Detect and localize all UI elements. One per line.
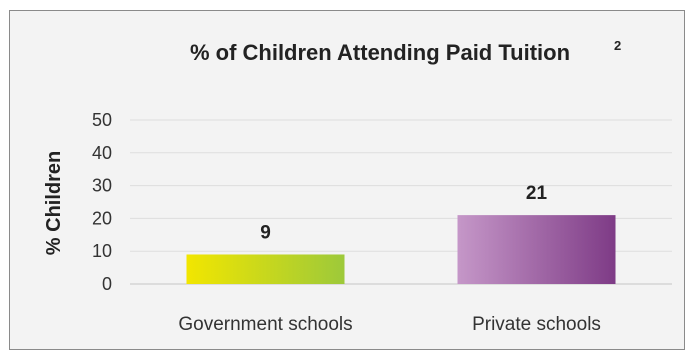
chart-title-superscript: 2 [614, 38, 621, 53]
bar-private-schools [457, 215, 616, 284]
y-axis-label: % Children [43, 151, 65, 255]
y-tick-label: 10 [92, 241, 112, 261]
data-label: 21 [526, 183, 548, 204]
chart-frame [9, 10, 685, 350]
y-tick-label: 50 [92, 110, 112, 130]
chart-title: % of Children Attending Paid Tuition [190, 40, 570, 65]
y-tick-label: 0 [102, 274, 112, 294]
data-label: 9 [260, 222, 271, 243]
y-tick-label: 20 [92, 208, 112, 228]
category-label: Government schools [178, 314, 352, 335]
category-label: Private schools [472, 314, 601, 335]
y-tick-label: 40 [92, 143, 112, 163]
bar-government-schools [186, 254, 345, 284]
y-tick-label: 30 [92, 176, 112, 196]
